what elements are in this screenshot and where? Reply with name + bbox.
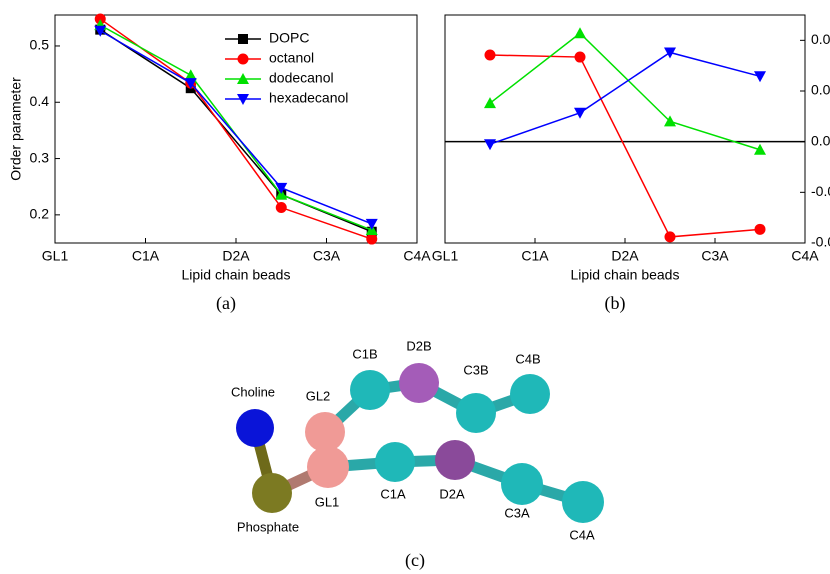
series-line (489, 32, 761, 151)
bead (562, 481, 604, 523)
marker (574, 51, 586, 63)
marker (238, 34, 248, 44)
bead (375, 442, 415, 482)
marker (574, 107, 586, 119)
marker (94, 13, 106, 25)
bead-label: C1A (380, 486, 406, 501)
y-tick-label: 0.3 (30, 149, 50, 165)
bead-label: C3A (504, 505, 530, 520)
bead-label: Choline (231, 384, 275, 399)
marker (237, 53, 249, 65)
x-tick-label: C1A (132, 248, 160, 264)
bead-label: GL2 (306, 388, 331, 403)
x-axis-label: Lipid chain beads (182, 267, 291, 283)
marker (275, 202, 287, 214)
bead-label: C1B (352, 346, 377, 361)
bead (501, 463, 543, 505)
marker (754, 143, 766, 155)
marker (237, 73, 249, 84)
x-tick-label: D2A (222, 248, 250, 264)
x-tick-label: C3A (701, 248, 729, 264)
marker (275, 188, 288, 200)
panel-label: (a) (216, 293, 236, 314)
series-line (489, 51, 761, 145)
bead (307, 446, 349, 488)
bead (350, 370, 390, 410)
bead-label: D2A (439, 486, 465, 501)
y-tick-label: 0.4 (30, 93, 50, 109)
series-line (99, 30, 373, 225)
bead (435, 440, 475, 480)
bead-label: C4B (515, 351, 540, 366)
chart: GL1 C1A D2A C3A C4A 0.2 0.3 0.4 0.5 Lipid chain b… (8, 13, 431, 314)
panel-label: (c) (405, 550, 425, 571)
marker (574, 27, 586, 39)
series-line (99, 18, 372, 240)
panel-label: (b) (605, 293, 626, 314)
marker (184, 69, 197, 81)
bead (305, 412, 345, 452)
legend-label: dodecanol (269, 70, 334, 86)
y-tick-label: 0.00 (811, 132, 830, 148)
x-axis-label: Lipid chain beads (571, 267, 680, 283)
x-tick-label: C4A (791, 248, 819, 264)
bead (456, 393, 496, 433)
y-tick-label: 0.2 (30, 206, 50, 222)
bead (399, 363, 439, 403)
x-tick-label: C3A (313, 248, 341, 264)
marker (484, 49, 496, 61)
y-tick-label: -0.02 (811, 234, 830, 250)
bead-label: GL1 (315, 494, 340, 509)
marker (754, 223, 766, 235)
bead-label: D2B (406, 338, 431, 353)
x-tick-label: GL1 (42, 248, 69, 264)
bead-label: Phosphate (237, 519, 299, 534)
x-tick-label: GL1 (432, 248, 459, 264)
bead (236, 409, 274, 447)
bead-label: C3B (463, 362, 488, 377)
bead-label: C4A (569, 527, 595, 542)
chart: GL1 C1A D2A C3A C4A 0.02 0.01 0.00 -0.01 -0.02 Lip… (432, 14, 830, 314)
molecule: Choline Phosphate GL2 GL1 C1A D2A C3A C4… (231, 338, 604, 571)
x-tick-label: C4A (403, 248, 431, 264)
marker (94, 25, 107, 37)
marker (366, 233, 378, 245)
marker (484, 139, 496, 151)
y-tick-label: -0.01 (811, 183, 830, 199)
legend-label: DOPC (269, 30, 309, 46)
legend-label: octanol (269, 50, 314, 66)
series-line (99, 29, 373, 233)
y-tick-label: 0.5 (30, 37, 50, 53)
series-line (489, 54, 761, 238)
bead (252, 473, 292, 513)
marker (664, 231, 676, 243)
marker (754, 71, 766, 83)
y-axis-label: Order parameter (8, 77, 24, 181)
marker (237, 94, 249, 105)
marker (184, 78, 197, 90)
plot-frame (444, 14, 806, 244)
bead (510, 374, 550, 414)
plot-frame (54, 14, 418, 244)
x-tick-label: D2A (611, 248, 639, 264)
marker (664, 115, 676, 127)
marker (484, 97, 496, 109)
marker (275, 182, 288, 194)
x-tick-label: C1A (521, 248, 549, 264)
marker (365, 218, 378, 230)
marker (664, 47, 676, 59)
y-tick-label: 0.02 (811, 31, 830, 47)
legend-label: hexadecanol (269, 90, 348, 106)
y-tick-label: 0.01 (811, 82, 830, 98)
